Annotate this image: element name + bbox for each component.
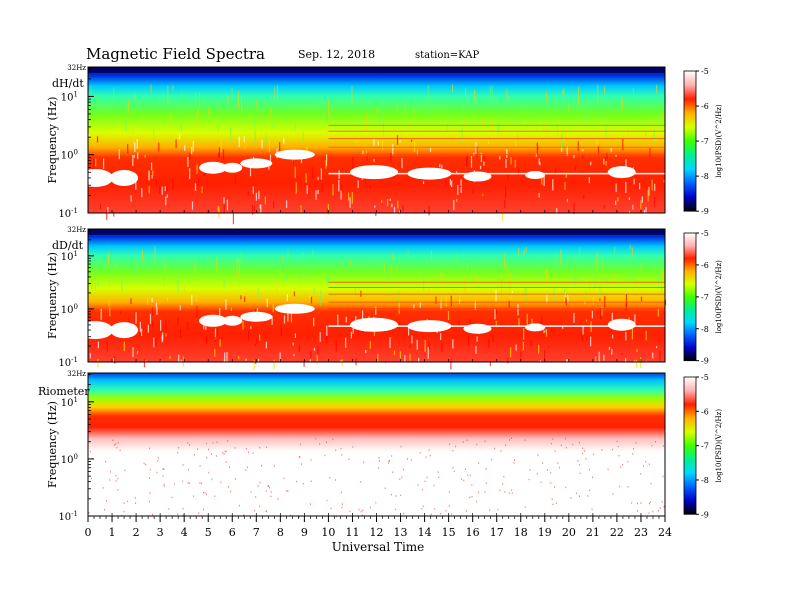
figure-title: Magnetic Field Spectra bbox=[86, 45, 265, 63]
x-tick-label: 21 bbox=[586, 526, 600, 539]
colorbar-tick-label: -7 bbox=[701, 137, 709, 146]
x-tick-label: 11 bbox=[345, 526, 359, 539]
x-tick-label: 19 bbox=[538, 526, 552, 539]
x-tick-label: 15 bbox=[442, 526, 456, 539]
x-tick-label: 4 bbox=[181, 526, 188, 539]
x-tick-label: 13 bbox=[394, 526, 408, 539]
x-tick-label: 8 bbox=[277, 526, 284, 539]
spectrogram-texture bbox=[77, 229, 667, 373]
x-tick-label: 23 bbox=[634, 526, 648, 539]
panel-3: Riometer 32Hz 101 100 10-1 Frequency (Hz) -5 -6… bbox=[38, 370, 723, 523]
x-tick-label: 9 bbox=[301, 526, 308, 539]
colorbar-tick-label: -8 bbox=[701, 476, 709, 485]
colorbar-tick-label: -5 bbox=[701, 67, 709, 76]
colorbar-tick-label: -9 bbox=[701, 207, 709, 216]
y-tick-label: 32Hz bbox=[67, 226, 86, 234]
colorbar-tick-label: -8 bbox=[701, 325, 709, 334]
colorbar-tick-label: -6 bbox=[701, 261, 709, 270]
x-axis: 0 1 2 3 4 5 6 7 8 9 10 11 12 13 14 15 16 17 18 19 20 21 22 23 24 bbox=[85, 516, 672, 539]
colorbar-tick-label: -7 bbox=[701, 293, 709, 302]
y-axis-label: Frequency (Hz) bbox=[46, 97, 59, 184]
colorbar-label: log10(PSD)(V^2/Hz) bbox=[715, 409, 723, 483]
x-tick-label: 18 bbox=[514, 526, 528, 539]
y-tick-label: 32Hz bbox=[67, 370, 86, 378]
y-tick-label: 101 bbox=[61, 250, 78, 263]
y-tick-label: 10-1 bbox=[58, 356, 78, 369]
colorbar-label: log10(PSD)(V^2/Hz) bbox=[715, 104, 723, 178]
spectrogram-image bbox=[88, 67, 665, 213]
colorbar-tick-label: -6 bbox=[701, 102, 709, 111]
y-tick-label: 10-1 bbox=[58, 207, 78, 220]
x-tick-label: 24 bbox=[658, 526, 672, 539]
x-tick-label: 12 bbox=[370, 526, 384, 539]
colorbar: -5 -6 -7 -8 -9 log10(PSD)(V^2/Hz) bbox=[683, 373, 723, 519]
y-tick-label: 10-1 bbox=[58, 510, 78, 523]
x-axis-label: Universal Time bbox=[332, 540, 425, 554]
panel-name: dD/dt bbox=[52, 239, 84, 252]
x-tick-label: 1 bbox=[109, 526, 116, 539]
spectrogram-texture bbox=[88, 437, 665, 518]
colorbar-tick-label: -5 bbox=[701, 229, 709, 238]
x-tick-label: 17 bbox=[490, 526, 504, 539]
colorbar-tick-label: -9 bbox=[701, 357, 709, 366]
x-tick-label: 0 bbox=[85, 526, 92, 539]
date-label: Sep. 12, 2018 bbox=[298, 48, 375, 61]
colorbar-tick-label: -6 bbox=[701, 407, 709, 416]
panel-name: Riometer bbox=[38, 385, 90, 398]
colorbar: -5 -6 -7 -8 -9 log10(PSD)(V^2/Hz) bbox=[683, 67, 723, 216]
spectrogram-image bbox=[88, 373, 665, 516]
colorbar: -5 -6 -7 -8 -9 log10(PSD)(V^2/Hz) bbox=[683, 229, 723, 366]
y-tick-label: 100 bbox=[61, 453, 78, 466]
x-tick-label: 7 bbox=[253, 526, 260, 539]
colorbar-tick-label: -8 bbox=[701, 172, 709, 181]
station-label: station=KAP bbox=[415, 50, 479, 61]
y-tick-label: 101 bbox=[61, 396, 78, 409]
panel-name: dH/dt bbox=[52, 77, 84, 90]
colorbar-tick-label: -5 bbox=[701, 373, 709, 382]
x-tick-label: 2 bbox=[133, 526, 140, 539]
x-tick-label: 3 bbox=[157, 526, 164, 539]
x-tick-label: 6 bbox=[229, 526, 236, 539]
colorbar-label: log10(PSD)(V^2/Hz) bbox=[715, 260, 723, 334]
y-tick-label: 32Hz bbox=[67, 64, 86, 72]
x-tick-label: 10 bbox=[321, 526, 335, 539]
x-tick-label: 5 bbox=[205, 526, 212, 539]
y-axis-label: Frequency (Hz) bbox=[46, 401, 59, 488]
spectrogram-image bbox=[88, 229, 665, 362]
x-tick-label: 16 bbox=[466, 526, 480, 539]
colorbar-tick-label: -7 bbox=[701, 442, 709, 451]
y-tick-label: 100 bbox=[61, 149, 78, 162]
y-tick-label: 100 bbox=[61, 303, 78, 316]
colorbar-tick-label: -9 bbox=[701, 510, 709, 519]
x-tick-label: 22 bbox=[610, 526, 624, 539]
x-tick-label: 14 bbox=[418, 526, 432, 539]
x-tick-label: 20 bbox=[562, 526, 576, 539]
y-tick-label: 101 bbox=[61, 90, 78, 103]
spectrogram-texture bbox=[77, 67, 666, 225]
y-axis-label: Frequency (Hz) bbox=[46, 252, 59, 339]
